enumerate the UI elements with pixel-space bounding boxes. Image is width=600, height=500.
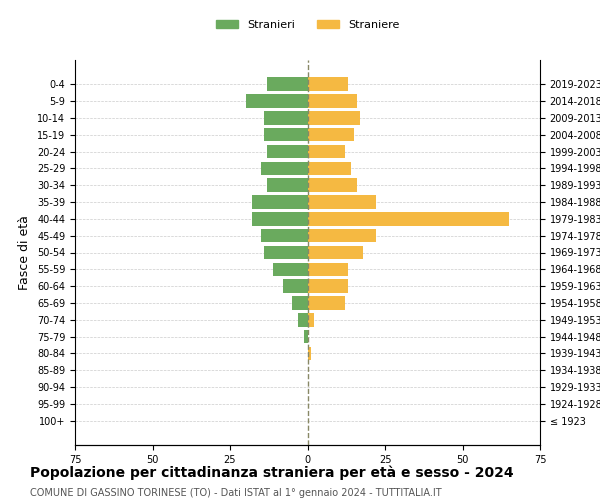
Bar <box>308 246 364 259</box>
Bar <box>308 229 376 242</box>
Bar <box>304 330 308 344</box>
Legend: Stranieri, Straniere: Stranieri, Straniere <box>211 16 404 34</box>
Bar <box>264 128 308 141</box>
Bar <box>267 145 308 158</box>
Bar <box>308 296 344 310</box>
Bar <box>308 178 357 192</box>
Bar <box>267 78 308 91</box>
Bar <box>274 262 308 276</box>
Bar <box>245 94 308 108</box>
Bar <box>261 229 308 242</box>
Bar <box>298 313 308 326</box>
Bar <box>308 128 354 141</box>
Bar <box>261 162 308 175</box>
Bar <box>308 196 376 209</box>
Bar <box>292 296 308 310</box>
Bar <box>308 313 314 326</box>
Bar <box>308 94 357 108</box>
Bar <box>308 162 351 175</box>
Bar <box>308 280 348 293</box>
Y-axis label: Fasce di età: Fasce di età <box>19 215 31 290</box>
Bar <box>283 280 308 293</box>
Text: COMUNE DI GASSINO TORINESE (TO) - Dati ISTAT al 1° gennaio 2024 - TUTTITALIA.IT: COMUNE DI GASSINO TORINESE (TO) - Dati I… <box>30 488 442 498</box>
Text: Popolazione per cittadinanza straniera per età e sesso - 2024: Popolazione per cittadinanza straniera p… <box>30 465 514 479</box>
Bar <box>252 212 308 226</box>
Bar <box>308 262 348 276</box>
Bar <box>308 145 344 158</box>
Bar <box>264 246 308 259</box>
Bar <box>267 178 308 192</box>
Bar <box>308 111 360 124</box>
Bar <box>308 78 348 91</box>
Bar <box>308 212 509 226</box>
Bar <box>308 346 311 360</box>
Bar <box>264 111 308 124</box>
Bar <box>252 196 308 209</box>
